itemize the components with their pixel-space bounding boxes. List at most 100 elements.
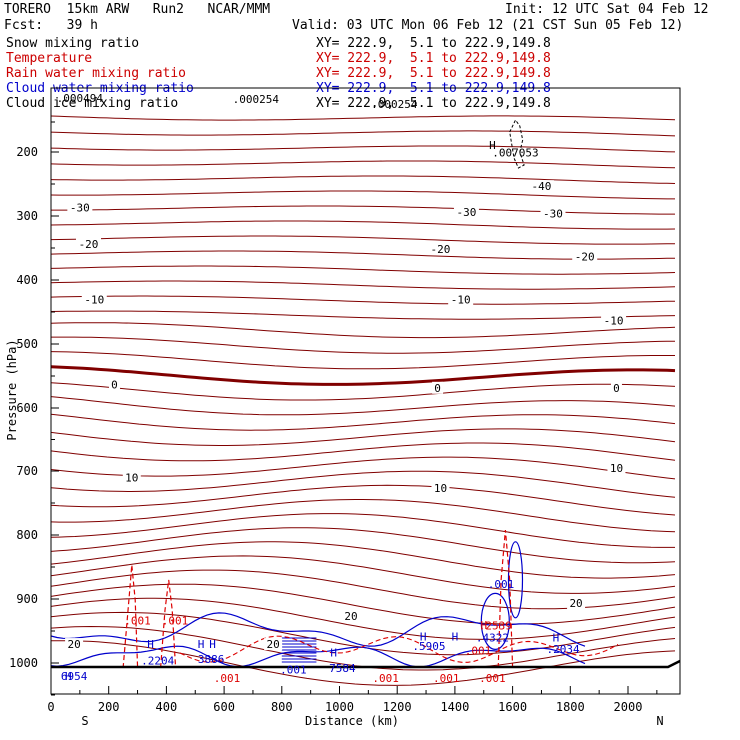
hydrometeor-label: .5905	[412, 640, 445, 653]
isotherm-label: 10	[610, 462, 623, 475]
hydrometeor-label: H	[420, 630, 427, 643]
x-tick-label: 0	[47, 700, 54, 714]
x-end-label-south: S	[81, 714, 88, 728]
hydrometeor-label: 3886	[198, 653, 225, 666]
isotherm-label-bg	[601, 314, 627, 327]
isotherm-label: -30	[70, 201, 90, 214]
isotherm-label: -10	[604, 315, 624, 328]
isotherm-line	[50, 597, 676, 640]
isotherm-line	[50, 130, 676, 137]
temperature-contours	[50, 115, 676, 686]
x-tick-label: 400	[156, 700, 178, 714]
isotherm-label-bg	[610, 381, 622, 394]
hydrometeor-label: .000254	[233, 93, 280, 106]
isotherm-label: -20	[79, 238, 99, 251]
x-axis-label: Distance (km)	[305, 714, 399, 728]
hydrometeor-label: .001	[280, 664, 307, 677]
hydrometeor-label: 6954	[61, 670, 88, 683]
hydrometeor-label: .2539	[479, 620, 512, 633]
hydrometeor-label: .001	[433, 672, 460, 685]
hydrometeor-label: .001	[124, 614, 151, 627]
y-tick-label: 900	[16, 592, 38, 606]
rain-contour	[122, 564, 139, 669]
isotherm-label-bg	[448, 293, 474, 306]
isotherm-label-bg	[453, 205, 479, 218]
x-tick-label: 200	[98, 700, 120, 714]
isotherm-line	[50, 583, 676, 625]
isotherm-line	[50, 220, 676, 230]
model-title: TORERO 15km ARW Run2 NCAR/MMM	[4, 2, 271, 17]
isotherm-label: 0	[111, 379, 118, 392]
legend-label-rain: Rain water mixing ratio	[6, 66, 187, 81]
rain-contour	[497, 529, 514, 669]
isotherm-label-bg	[528, 180, 554, 193]
y-tick-label: 200	[16, 145, 38, 159]
x-tick-label: 600	[213, 700, 235, 714]
isotherm-label-bg	[607, 462, 626, 475]
isotherm-line	[50, 396, 676, 416]
isotherm-line	[51, 336, 676, 354]
isotherm-line	[50, 145, 676, 153]
isotherm-label-bg	[342, 609, 361, 622]
hydrometeor-label: .000494	[57, 92, 104, 105]
isotherm-line	[51, 205, 675, 215]
hydrometeor-label: H	[198, 638, 205, 651]
isotherm-line	[50, 484, 676, 516]
isotherm-label: -10	[451, 293, 471, 306]
isotherm-label-bg	[572, 250, 598, 263]
isotherm-label-bg	[76, 237, 102, 250]
isotherm-line	[50, 351, 675, 370]
hydrometeor-label: .4322	[476, 632, 509, 645]
hydrometeor-label: 7584	[329, 662, 356, 675]
hydrometeor-label: .000254	[371, 98, 418, 111]
isotherm-line	[50, 442, 676, 462]
isotherm-label-bg	[65, 638, 84, 651]
terrain	[51, 659, 681, 669]
isotherm-label: 10	[434, 482, 447, 495]
hydrometeor-label: H	[65, 670, 72, 683]
y-tick-label: 1000	[9, 656, 38, 670]
isotherm-label-bg	[122, 471, 141, 484]
hydrometeor-label: H	[480, 619, 487, 632]
isotherm-line	[50, 250, 676, 260]
isotherm-label-bg	[567, 597, 586, 610]
x-tick-label: 1000	[325, 700, 354, 714]
isotherm-label: -40	[532, 180, 552, 193]
isotherm-label: -30	[543, 208, 563, 221]
axes: 0 200 400 600 800 1000 1200 1400 1600 1800 2000200…	[9, 121, 658, 714]
isotherm-label: 20	[67, 638, 80, 651]
isotherm-label-bg	[431, 481, 450, 494]
cloud-water-contour	[507, 541, 524, 619]
isotherm-line	[50, 175, 676, 184]
x-tick-label: 2000	[614, 700, 643, 714]
isotherm-label: -20	[575, 251, 595, 264]
x-end-label-north: N	[656, 714, 663, 728]
legend-label-snow: Snow mixing ratio	[6, 36, 140, 51]
isotherm-label-bg	[264, 638, 283, 651]
y-axis-label: Pressure (hPa)	[5, 339, 19, 440]
hydrometeor-label: H	[147, 638, 154, 651]
isotherm-line	[50, 456, 676, 480]
x-tick-label: 1400	[440, 700, 469, 714]
valid-time: Valid: 03 UTC Mon 06 Feb 12 (21 CST Sun …	[292, 18, 684, 33]
isotherm-label: -10	[84, 293, 104, 306]
isotherm-label: 20	[267, 638, 280, 651]
rain-contour	[160, 579, 177, 669]
init-time: Init: 12 UTC Sat 04 Feb 12	[505, 2, 709, 17]
hydrometeor-label: .2204	[141, 655, 174, 668]
hydrometeor-label: H	[209, 638, 216, 651]
isotherm-line	[50, 541, 676, 579]
isotherm-line	[50, 235, 676, 245]
hydrometeor-label: .001	[488, 578, 515, 591]
cloud-water-contour	[480, 592, 510, 651]
isotherm-line	[50, 265, 676, 275]
x-tick-label: 1800	[556, 700, 585, 714]
hydrometeor-label: .001	[479, 672, 506, 685]
isotherm-label-bg	[67, 201, 93, 214]
legend-xy-cloud-ice: XY= 222.9, 5.1 to 222.9,149.8	[316, 96, 551, 111]
plot-frame	[50, 87, 681, 695]
legend-xy-snow: XY= 222.9, 5.1 to 222.9,149.8	[316, 36, 551, 51]
isotherm-line	[50, 413, 676, 431]
isotherm-line	[50, 280, 676, 290]
